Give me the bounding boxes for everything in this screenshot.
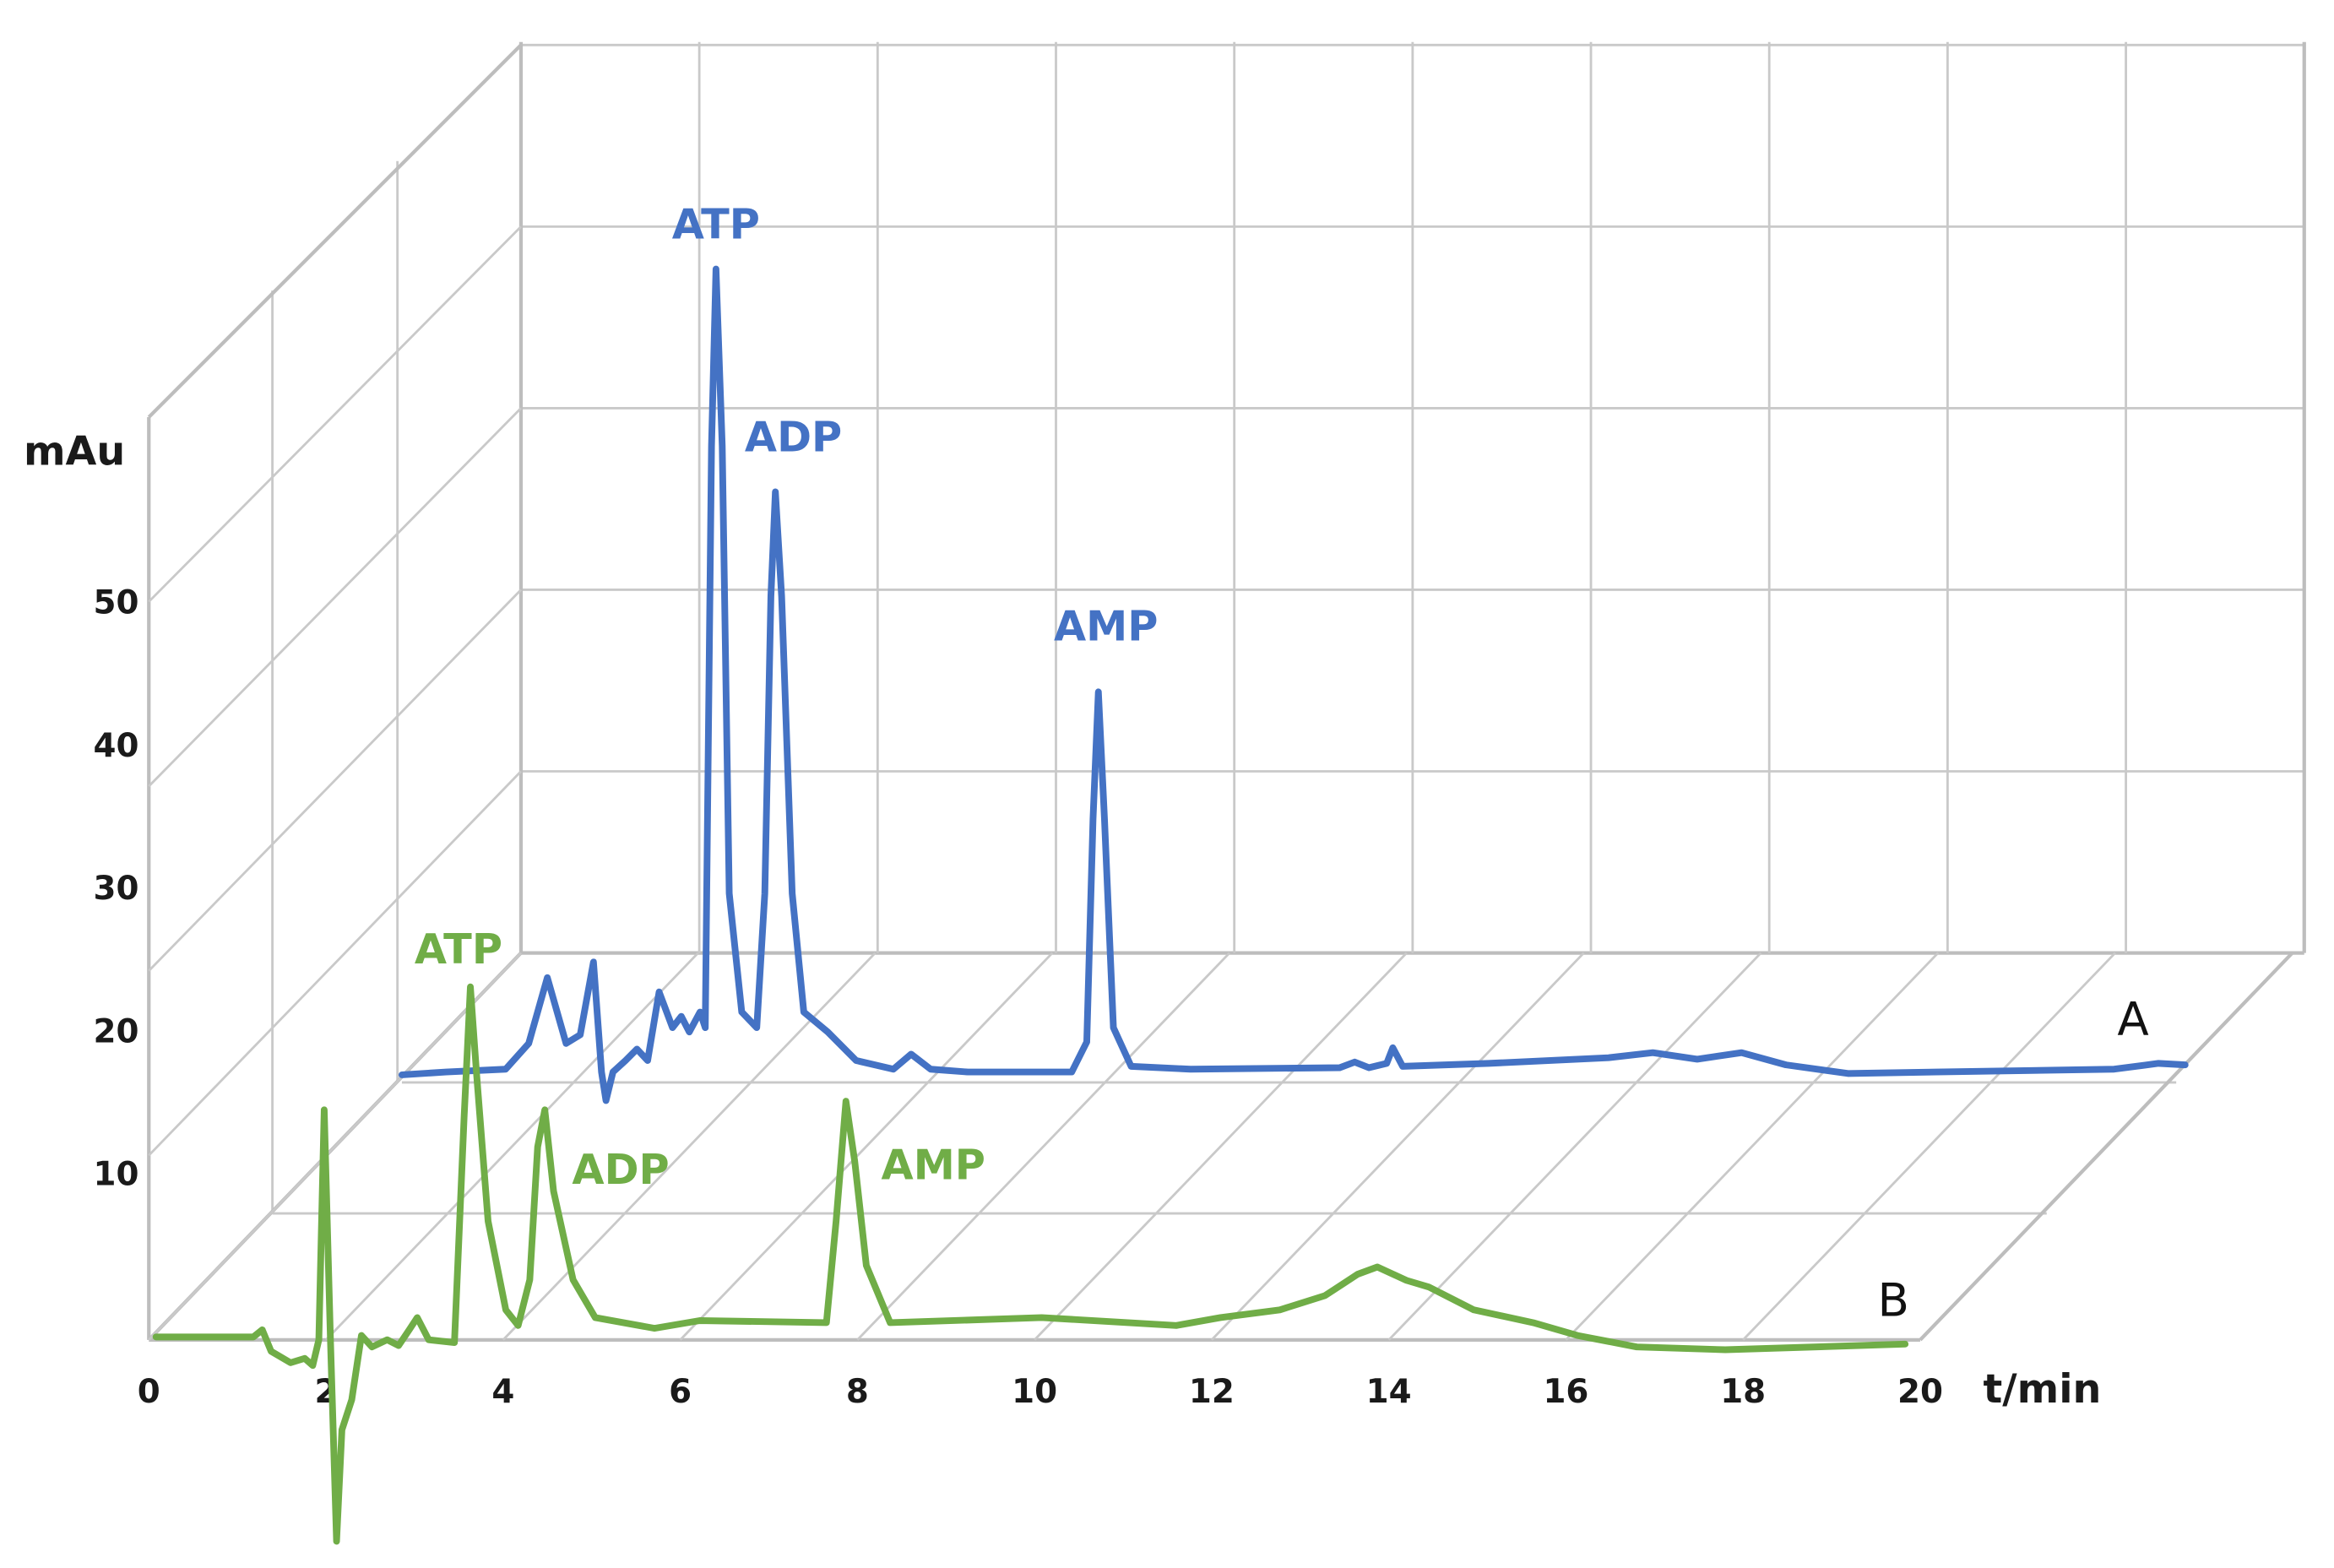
x-axis-title: t/min [1984,1366,2102,1413]
floor-diagonal-gridline [1919,952,2294,1342]
floor-diagonal-gridline [1034,952,1408,1341]
floor-diagonal-gridline [679,952,1054,1341]
x-tick-label: 4 [491,1373,514,1411]
series-b-label: B [1877,1273,1908,1327]
x-tick-label: 10 [1012,1373,1057,1411]
floor-diagonal-gridline [1210,952,1585,1341]
x-tick-label: 14 [1366,1373,1412,1411]
floor-diagonal-gridline [1742,952,2116,1341]
y-axis-title: mAu [24,428,125,475]
left-wall-diagonal-gridline [147,43,523,419]
x-tick-label: 6 [669,1373,692,1411]
floor-diagonal-gridline [1565,952,1940,1341]
floor-diagonal-gridline [856,952,1231,1341]
series-layer [152,265,2189,1545]
y-tick-label: 20 [94,1012,139,1050]
x-tick-label: 18 [1720,1373,1766,1411]
floor-diagonal-gridline [1387,952,1762,1341]
floor-diagonal-gridline [148,952,522,1341]
y-tick-label: 40 [94,727,139,765]
y-tick-label: 30 [94,870,139,908]
floor-diagonal-gridline [325,952,699,1341]
x-tick-label: 8 [846,1373,869,1411]
labels: mAu t/min A B ATP ADP AMP ATP ADP AMP [24,199,2149,1412]
series-a-atp-label: ATP [672,199,760,248]
series-b-atp-label: ATP [415,925,502,974]
x-tick-label: 16 [1543,1373,1588,1411]
left-wall-diagonal-gridline [148,770,522,1157]
x-tick-label: 12 [1189,1373,1235,1411]
left-wall-diagonal-gridline [148,407,522,788]
series-b-adp-label: ADP [572,1145,669,1194]
series-a-adp-label: ADP [745,413,842,462]
series-a-amp-label: AMP [1054,601,1158,650]
y-tick-label: 50 [94,584,139,622]
left-wall-diagonal-gridline [148,589,522,972]
x-tick-label: 0 [138,1373,160,1411]
series-b-amp-label: AMP [882,1141,985,1190]
y-tick-label: 10 [94,1156,139,1194]
left-wall-diagonal-gridline [148,225,522,603]
series-b-line [152,983,1909,1545]
series-a-label: A [2117,992,2148,1046]
series-a-line [398,265,2189,1104]
x-tick-label: 20 [1897,1373,1943,1411]
